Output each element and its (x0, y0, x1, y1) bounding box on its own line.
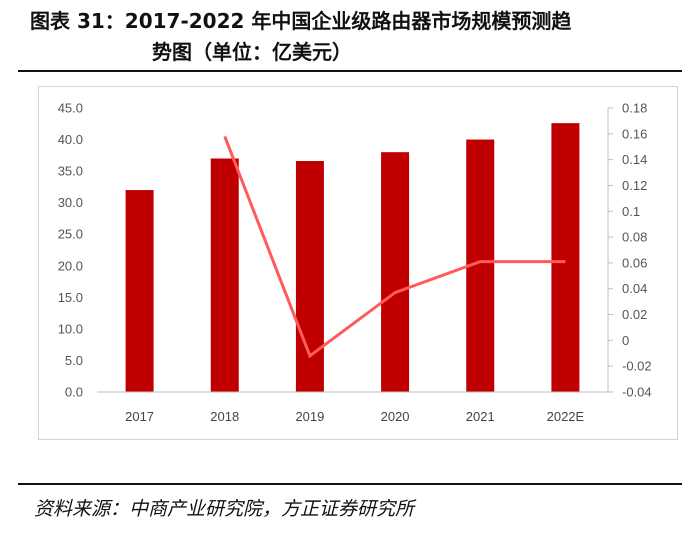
bar (381, 152, 410, 392)
left-axis-tick-label: 10.0 (58, 321, 83, 336)
growth-line (223, 135, 566, 359)
right-axis-tick-label: 0 (622, 333, 629, 348)
chart-title-line1: 图表 31：2017-2022 年中国企业级路由器市场规模预测趋 (30, 9, 572, 33)
source-rule (18, 483, 682, 485)
right-axis-tick-label: 0.18 (622, 101, 647, 116)
right-axis-tick-label: 0.08 (622, 230, 647, 245)
right-axis-tick-label: 0.04 (622, 281, 647, 296)
left-axis-tick-label: 5.0 (65, 353, 83, 368)
right-axis-tick-label: 0.1 (622, 204, 640, 219)
x-axis-tick-label: 2020 (381, 409, 410, 424)
chart-title: 图表 31：2017-2022 年中国企业级路由器市场规模预测趋 势图（单位：亿… (30, 6, 670, 68)
chart-frame (38, 86, 678, 440)
left-axis-tick-label: 45.0 (58, 101, 83, 116)
right-axis-tick-label: -0.02 (622, 359, 652, 374)
left-axis: 0.0 5.0 10.0 15.0 20.0 25.0 30.0 35.0 40.0 45.0 (58, 101, 83, 400)
left-axis-tick-label: 30.0 (58, 195, 83, 210)
x-axis-tick-label: 2022E (547, 409, 585, 424)
right-axis-tick-label: 0.14 (622, 152, 647, 167)
x-axis-tick-label: 2021 (466, 409, 495, 424)
left-axis-tick-label: 15.0 (58, 290, 83, 305)
right-axis-tick-label: 0.06 (622, 255, 647, 270)
right-axis-tick-label: 0.12 (622, 178, 647, 193)
right-axis-tick-label: -0.04 (622, 385, 652, 400)
right-axis-tick-label: 0.16 (622, 126, 647, 141)
chart-title-line2: 势图（单位：亿美元） (152, 40, 352, 64)
left-axis-tick-label: 20.0 (58, 258, 83, 273)
bar (125, 190, 154, 392)
x-axis-tick-label: 2017 (125, 409, 154, 424)
bar (551, 123, 580, 392)
right-axis: -0.04 -0.02 0 0.02 0.04 0.06 0.08 0.1 0.12 0.14 0.… (607, 101, 652, 400)
line-series (223, 135, 566, 359)
bar (210, 158, 239, 392)
right-axis-tick-label: 0.02 (622, 307, 647, 322)
source-note: 资料来源：中商产业研究院，方正证券研究所 (34, 498, 415, 520)
left-axis-tick-label: 35.0 (58, 164, 83, 179)
bar-series (125, 123, 580, 392)
x-axis-tick-label: 2018 (210, 409, 239, 424)
left-axis-tick-label: 40.0 (58, 132, 83, 147)
left-axis-tick-label: 0.0 (65, 385, 83, 400)
x-axis: 2017 2018 2019 2020 2021 2022E (97, 391, 608, 424)
title-rule (18, 70, 682, 72)
x-axis-tick-label: 2019 (295, 409, 324, 424)
left-axis-tick-label: 25.0 (58, 227, 83, 242)
